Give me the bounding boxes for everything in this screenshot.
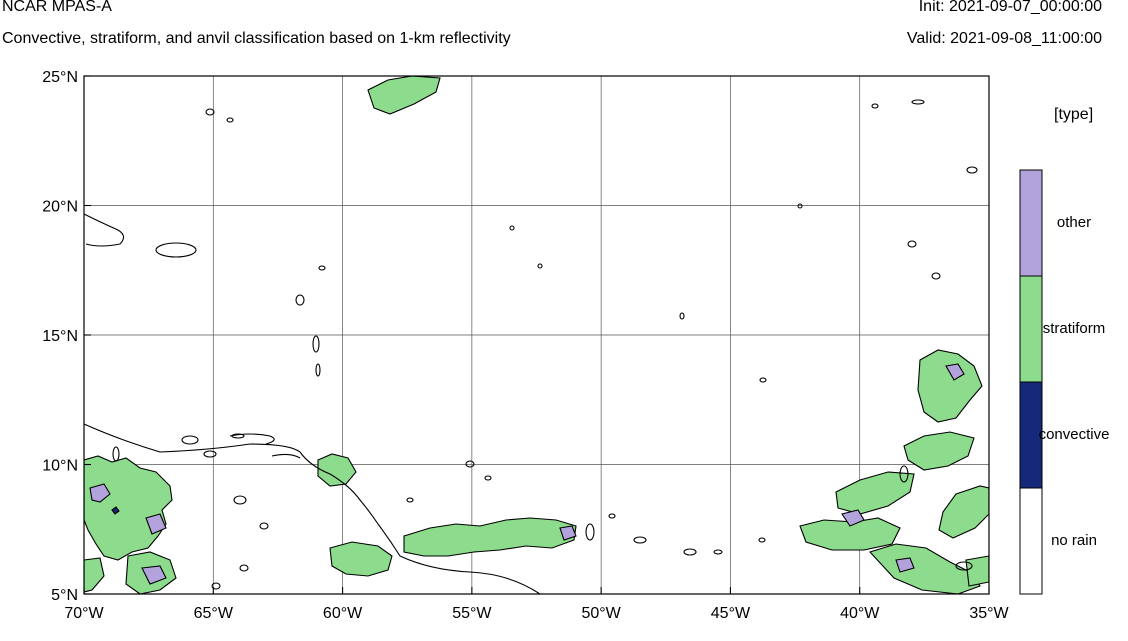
precip-cluster-east xyxy=(917,349,983,423)
lon-tick-label: 40°W xyxy=(840,605,880,622)
lon-tick-label: 60°W xyxy=(323,605,363,622)
lon-tick-label: 65°W xyxy=(194,605,234,622)
legend-swatch-other xyxy=(1019,169,1043,277)
axis-ticks xyxy=(83,75,990,595)
legend-label: other xyxy=(1056,214,1092,231)
precipitation-features xyxy=(84,76,989,594)
legend-title: [type] xyxy=(1054,106,1094,123)
lon-tick-label: 45°W xyxy=(711,605,751,622)
lat-tick-label: 5°N xyxy=(51,587,78,604)
map-description: Convective, stratiform, and anvil classi… xyxy=(2,30,511,47)
valid-time: Valid: 2021-09-08_11:00:00 xyxy=(906,30,1102,47)
legend-swatch-stratiform xyxy=(1019,275,1043,383)
legend-label: no rain xyxy=(1051,532,1097,549)
gridlines xyxy=(84,76,989,594)
precip-cluster-central xyxy=(329,541,393,577)
legend-label: convective xyxy=(1038,426,1110,443)
init-time: Init: 2021-09-07_00:00:00 xyxy=(918,0,1102,15)
lon-tick-label: 55°W xyxy=(452,605,492,622)
lat-tick-label: 25°N xyxy=(42,69,78,86)
legend-label: stratiform xyxy=(1042,320,1106,337)
lat-tick-label: 10°N xyxy=(42,458,78,475)
legend-swatch-no-rain xyxy=(1019,487,1043,595)
lon-tick-label: 50°W xyxy=(581,605,621,622)
lon-tick-label: 35°W xyxy=(969,605,1009,622)
lon-tick-label: 70°W xyxy=(64,605,104,622)
axis-tick-labels: 70°W 65°W 60°W 55°W 50°W 45°W 40°W 35°W 5°N 10°N 1… xyxy=(42,69,1009,622)
lat-tick-label: 15°N xyxy=(42,328,78,345)
legend-colorbar xyxy=(1019,169,1043,595)
precip-cluster-west xyxy=(84,455,173,561)
lat-tick-label: 20°N xyxy=(42,199,78,216)
model-title: NCAR MPAS-A xyxy=(2,0,112,15)
